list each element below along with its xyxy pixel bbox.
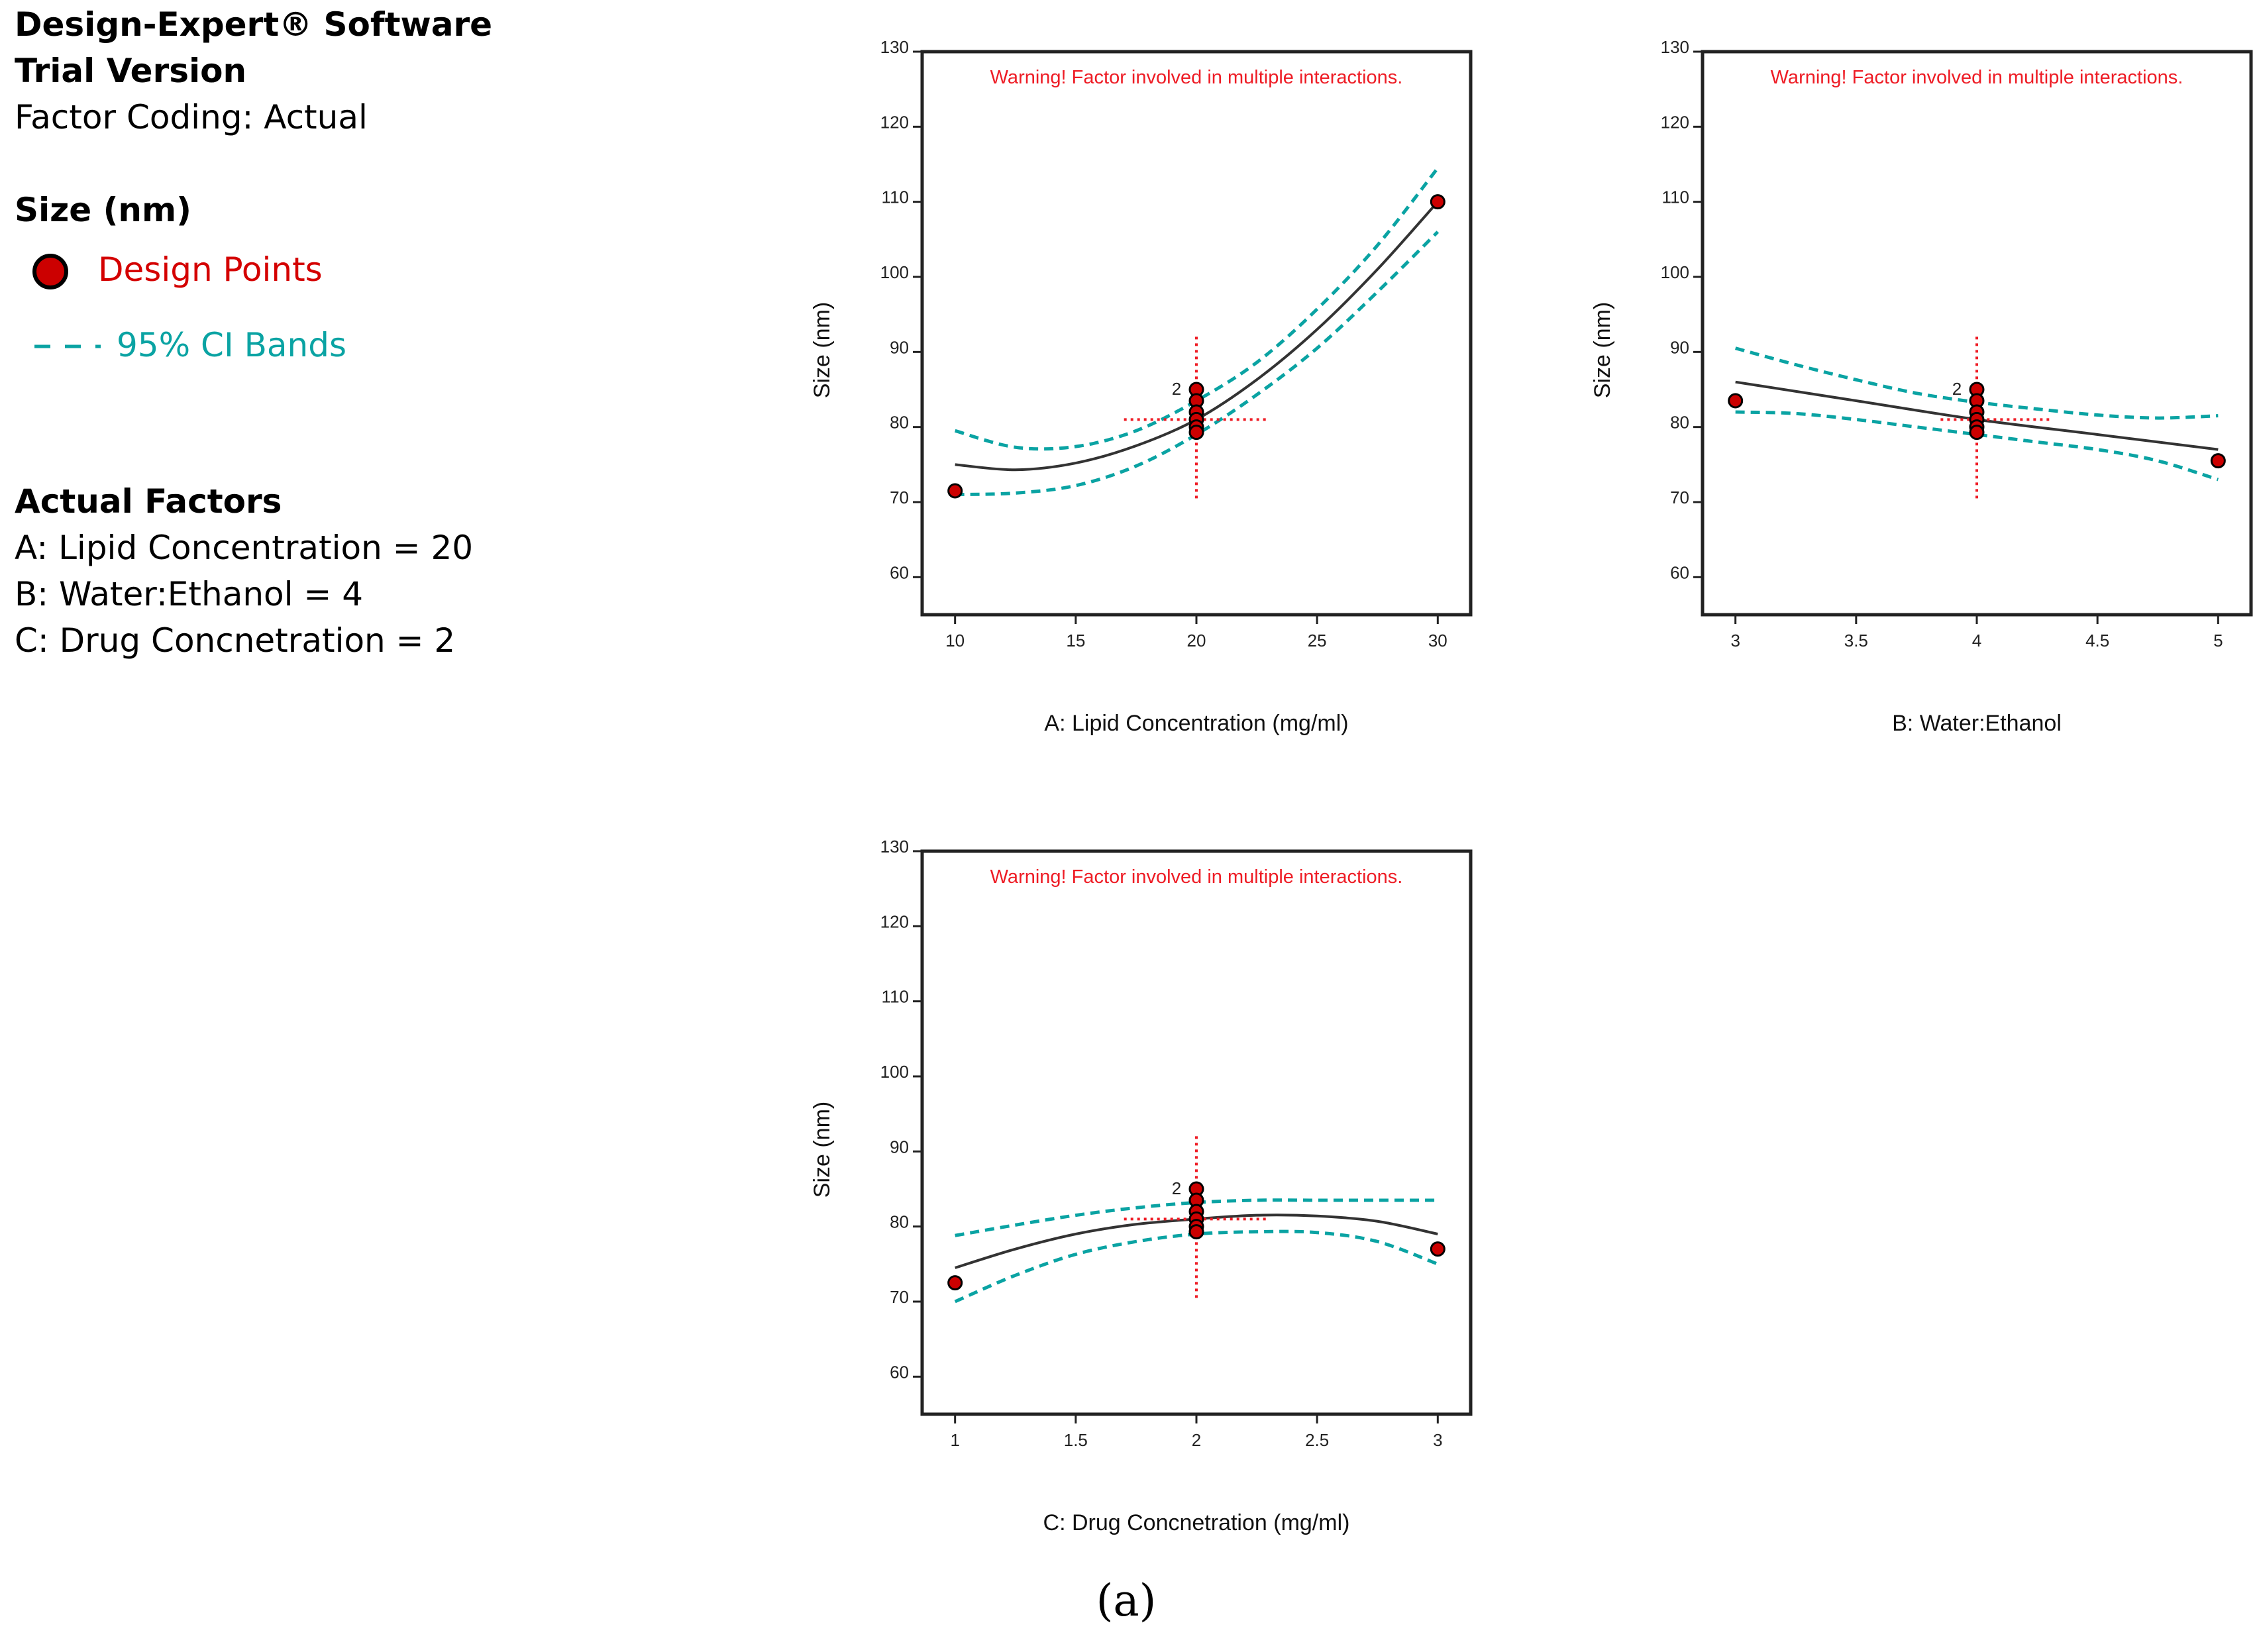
x-tick-label: 2.5: [1305, 1430, 1329, 1450]
design-point: [2210, 453, 2226, 469]
y-tick-label: 120: [1661, 112, 1689, 132]
y-tick-label: 130: [880, 37, 909, 57]
y-tick-label: 100: [880, 262, 909, 282]
y-tick-label: 120: [880, 112, 909, 132]
x-tick-label: 2: [1192, 1430, 1201, 1450]
x-tick-label: 3.5: [1844, 631, 1868, 650]
design-point: [1430, 194, 1445, 210]
y-axis-title: Size (nm): [810, 1102, 835, 1198]
y-tick-label: 110: [882, 987, 909, 1007]
warning-title: Warning! Factor involved in multiple int…: [1771, 67, 2183, 88]
ci-lower-band: [955, 231, 1440, 497]
y-tick-label: 90: [1670, 337, 1689, 357]
legend-ci-bands: 95% CI Bands: [117, 326, 346, 364]
fit-line: [955, 201, 1439, 472]
x-axis-title: A: Lipid Concentration (mg/ml): [1044, 711, 1348, 736]
design-point: [1188, 1224, 1204, 1240]
design-point: [1430, 1241, 1445, 1257]
x-tick-label: 1.5: [1064, 1430, 1088, 1450]
plot-lipid-concentration: 60 70 80 90 100 110 120 130 10 15 20 25 30 A: Lipid C…: [810, 37, 1473, 736]
design-point: [947, 483, 963, 499]
replicate-count-label: 2: [1172, 1178, 1181, 1198]
y-tick-label: 60: [890, 1362, 909, 1382]
factor-c-value: C: Drug Concnetration = 2: [15, 621, 456, 660]
warning-title: Warning! Factor involved in multiple int…: [990, 67, 1403, 88]
x-tick-label: 4.5: [2085, 631, 2109, 650]
x-tick-label: 30: [1428, 631, 1447, 650]
ci-upper-band: [955, 1198, 1438, 1237]
replicate-count-label: 2: [1952, 379, 1962, 399]
design-point: [1969, 425, 1985, 440]
x-tick-label: 10: [945, 631, 965, 650]
y-tick-label: 70: [890, 488, 909, 507]
plot-frame: [1701, 50, 2253, 617]
y-axis-title: Size (nm): [810, 302, 835, 398]
x-tick-label: 3: [1730, 631, 1740, 650]
x-axis-title: B: Water:Ethanol: [1892, 711, 2062, 736]
factor-coding-label: Factor Coding: Actual: [15, 98, 368, 136]
y-tick-label: 80: [1670, 413, 1689, 433]
x-tick-label: 20: [1187, 631, 1206, 650]
figure-caption: (a): [1096, 1575, 1157, 1626]
design-point-icon: [32, 254, 68, 289]
y-tick-label: 80: [890, 1212, 909, 1232]
warning-title: Warning! Factor involved in multiple int…: [990, 866, 1403, 888]
response-label: Size (nm): [15, 191, 191, 229]
x-tick-label: 4: [1972, 631, 1981, 650]
y-tick-label: 130: [1661, 37, 1689, 57]
x-tick-label: 15: [1066, 631, 1085, 650]
x-axis-title: C: Drug Concnetration (mg/ml): [1043, 1510, 1350, 1535]
y-tick-label: 130: [880, 837, 909, 856]
legend-design-points: Design Points: [98, 250, 323, 289]
y-tick-label: 90: [890, 337, 909, 357]
plot-frame: [920, 849, 1473, 1416]
design-point: [1728, 393, 1744, 409]
y-tick-label: 60: [890, 562, 909, 582]
version-label: Trial Version: [15, 52, 247, 90]
factor-b-value: B: Water:Ethanol = 4: [15, 575, 364, 613]
plot-water-ethanol: 60 70 80 90 100 110 120 130 3 3.5 4 4.5 5 B: Water:Et…: [1590, 37, 2253, 736]
replicate-count-label: 2: [1172, 379, 1181, 399]
software-title: Design-Expert® Software: [15, 5, 493, 44]
x-tick-label: 25: [1308, 631, 1327, 650]
y-tick-label: 110: [1662, 187, 1689, 207]
actual-factors-title: Actual Factors: [15, 482, 282, 521]
factor-a-value: A: Lipid Concentration = 20: [15, 529, 474, 567]
y-tick-label: 70: [890, 1287, 909, 1307]
y-tick-label: 110: [882, 187, 909, 207]
y-tick-label: 100: [1661, 262, 1689, 282]
y-tick-label: 60: [1670, 562, 1689, 582]
y-tick-label: 90: [890, 1137, 909, 1157]
ci-band-icon: [34, 344, 101, 348]
x-tick-label: 3: [1433, 1430, 1442, 1450]
y-tick-label: 120: [880, 911, 909, 931]
design-point: [1188, 425, 1204, 440]
design-point: [947, 1275, 963, 1291]
ci-lower-band: [1735, 410, 2219, 482]
plot-drug-concentration: 60 70 80 90 100 110 120 130 1 1.5 2 2.5 3 C: Drug Con…: [810, 837, 1473, 1535]
y-tick-label: 80: [890, 413, 909, 433]
ci-upper-band: [955, 167, 1440, 451]
x-tick-label: 5: [2213, 631, 2223, 650]
y-tick-label: 70: [1670, 488, 1689, 507]
y-tick-label: 100: [880, 1062, 909, 1082]
x-tick-label: 1: [950, 1430, 959, 1450]
y-axis-title: Size (nm): [1590, 302, 1615, 398]
